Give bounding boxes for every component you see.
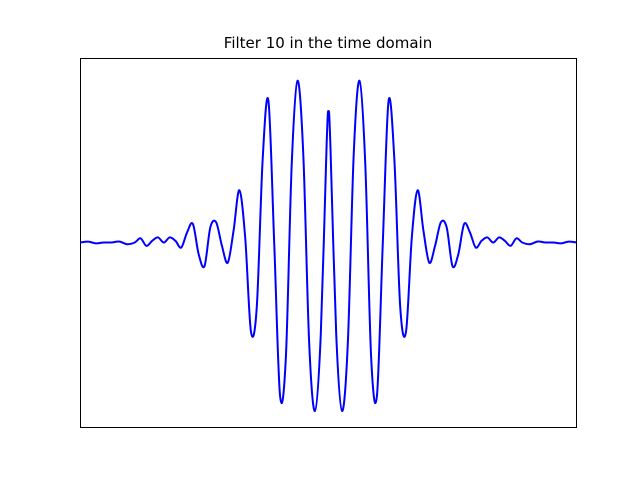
plot-frame [80,58,577,428]
chart-title: Filter 10 in the time domain [223,34,433,52]
series-layer [80,79,577,413]
series-line-0 [80,79,577,413]
